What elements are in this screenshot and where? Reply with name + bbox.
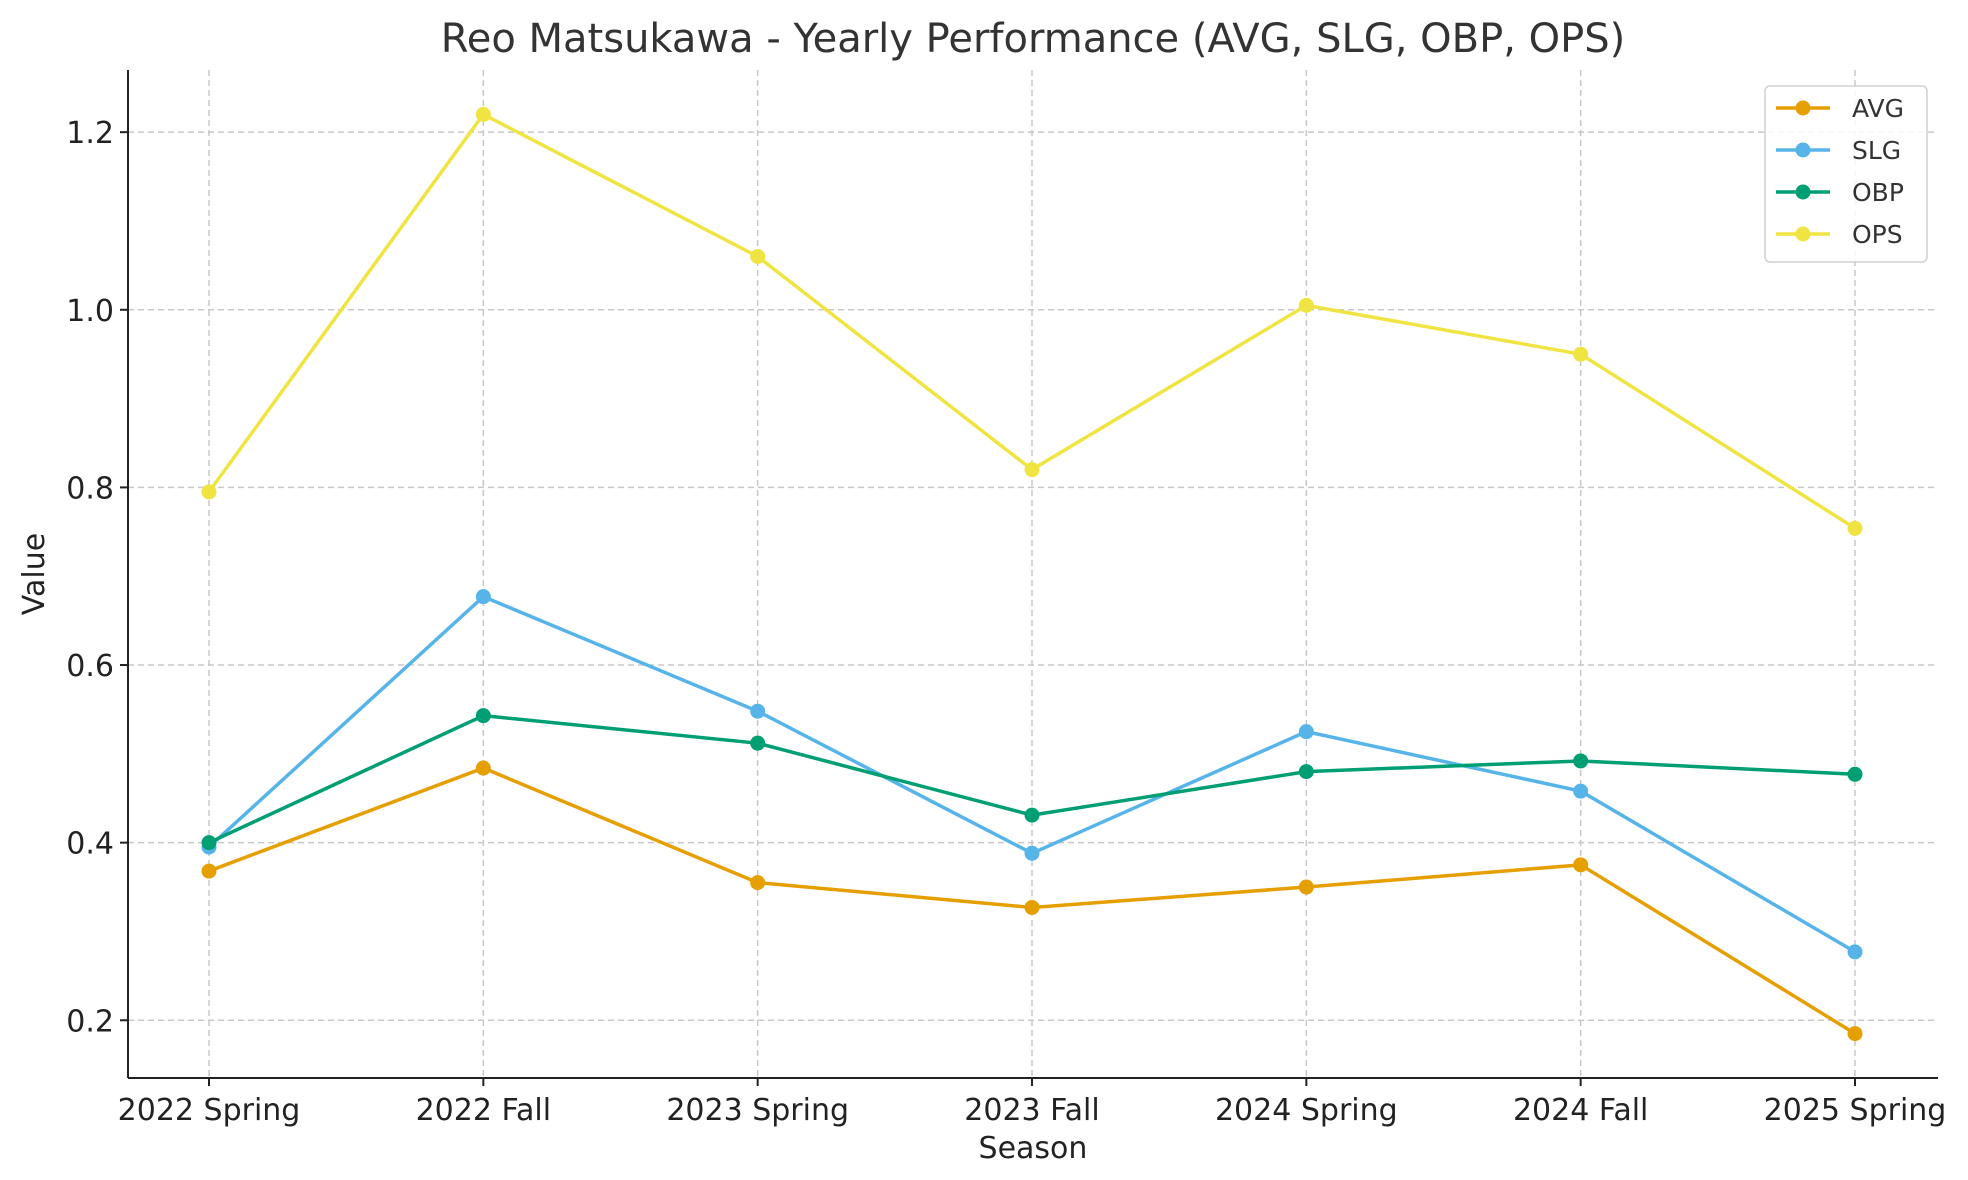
data-point-slg (750, 703, 766, 719)
y-ticks: 0.2 0.4 0.6 0.8 1.0 1.2 (66, 116, 128, 1039)
y-tick-label: 0.6 (66, 649, 114, 684)
legend-marker-ops (1795, 226, 1811, 242)
series-obp (201, 708, 1863, 851)
x-tick-label: 2022 Spring (118, 1093, 301, 1128)
legend-item-ops: OPS (1776, 220, 1903, 249)
data-point-ops (1024, 462, 1040, 478)
data-point-avg (201, 863, 217, 879)
data-point-slg (1573, 783, 1589, 799)
legend-marker-avg (1795, 100, 1811, 116)
data-point-avg (750, 875, 766, 891)
series (201, 106, 1863, 1042)
data-point-obp (475, 708, 491, 724)
legend-item-avg: AVG (1776, 94, 1904, 123)
data-point-avg (1298, 879, 1314, 895)
legend: AVG SLG OBP OPS (1764, 85, 1928, 263)
data-point-obp (1847, 766, 1863, 782)
data-point-obp (1024, 807, 1040, 823)
y-tick-label: 0.2 (66, 1004, 114, 1039)
legend-label-obp: OBP (1852, 178, 1904, 207)
data-point-obp (750, 735, 766, 751)
legend-item-obp: OBP (1776, 178, 1904, 207)
grid (128, 70, 1938, 1078)
data-point-obp (1573, 753, 1589, 769)
data-point-avg (1847, 1026, 1863, 1042)
data-point-slg (1847, 944, 1863, 960)
data-point-ops (750, 249, 766, 265)
y-tick-label: 0.4 (66, 827, 114, 862)
legend-label-avg: AVG (1852, 94, 1904, 123)
x-ticks: 2022 Spring 2022 Fall 2023 Spring 2023 Fall… (118, 1078, 1947, 1128)
y-axis-label: Value (17, 533, 52, 615)
x-tick-label: 2024 Spring (1215, 1093, 1398, 1128)
data-point-ops (475, 106, 491, 122)
legend-marker-obp (1795, 184, 1811, 200)
data-point-obp (1298, 764, 1314, 780)
x-tick-label: 2023 Spring (666, 1093, 849, 1128)
data-point-slg (1024, 845, 1040, 861)
x-tick-label: 2025 Spring (1764, 1093, 1947, 1128)
legend-label-ops: OPS (1852, 220, 1903, 249)
data-point-obp (201, 835, 217, 851)
y-tick-label: 1.2 (66, 116, 114, 151)
legend-item-slg: SLG (1776, 136, 1901, 165)
data-point-slg (1298, 724, 1314, 740)
legend-frame (1764, 85, 1928, 263)
data-point-ops (1298, 297, 1314, 313)
data-point-ops (1573, 346, 1589, 362)
chart-title: Reo Matsukawa - Yearly Performance (AVG,… (441, 16, 1626, 62)
legend-marker-slg (1795, 142, 1811, 158)
series-avg (201, 760, 1863, 1042)
x-tick-label: 2024 Fall (1513, 1093, 1648, 1128)
data-point-avg (475, 760, 491, 776)
x-tick-label: 2022 Fall (416, 1093, 551, 1128)
legend-label-slg: SLG (1852, 136, 1901, 165)
data-point-avg (1573, 857, 1589, 873)
data-point-avg (1024, 899, 1040, 915)
y-tick-label: 0.8 (66, 471, 114, 506)
x-axis-label: Season (979, 1131, 1088, 1166)
series-ops (201, 106, 1863, 536)
data-point-ops (1847, 520, 1863, 536)
axes (127, 70, 1938, 1079)
x-tick-label: 2023 Fall (964, 1093, 1099, 1128)
data-point-ops (201, 484, 217, 500)
data-point-slg (475, 589, 491, 605)
y-tick-label: 1.0 (66, 294, 114, 329)
